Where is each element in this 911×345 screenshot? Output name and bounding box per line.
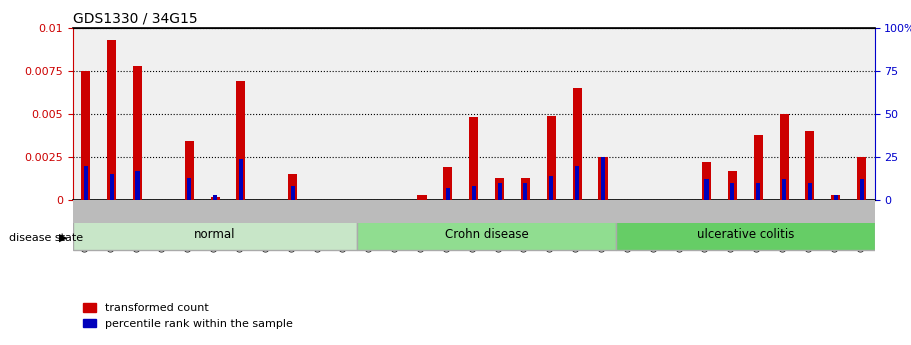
Bar — [136, 171, 139, 200]
Bar — [549, 176, 553, 200]
Bar — [239, 159, 243, 200]
Bar — [81, 71, 90, 200]
Bar — [417, 195, 426, 200]
Bar — [291, 186, 295, 200]
Bar — [601, 157, 605, 200]
Bar — [185, 141, 194, 200]
Bar — [188, 178, 191, 200]
FancyBboxPatch shape — [73, 200, 875, 223]
Bar — [469, 117, 478, 200]
Bar — [210, 197, 220, 200]
Bar — [753, 135, 763, 200]
Bar — [808, 183, 812, 200]
Bar — [497, 183, 502, 200]
Bar — [445, 188, 450, 200]
Bar — [834, 195, 838, 200]
Bar — [860, 179, 864, 200]
Text: ulcerative colitis: ulcerative colitis — [697, 228, 794, 241]
Bar — [573, 88, 582, 200]
Bar — [756, 183, 760, 200]
Bar — [857, 157, 866, 200]
Bar — [728, 171, 737, 200]
Bar — [288, 174, 297, 200]
Bar — [109, 174, 114, 200]
Text: normal: normal — [194, 228, 236, 241]
Bar — [575, 166, 579, 200]
Bar — [524, 183, 527, 200]
Bar — [805, 131, 814, 200]
Bar — [731, 183, 734, 200]
Bar — [782, 179, 786, 200]
Bar — [831, 195, 840, 200]
Bar — [599, 157, 608, 200]
Bar — [780, 114, 789, 200]
Text: Crohn disease: Crohn disease — [445, 228, 528, 241]
Bar — [107, 40, 117, 200]
Bar — [84, 166, 87, 200]
Bar — [704, 179, 709, 200]
Text: GDS1330 / 34G15: GDS1330 / 34G15 — [73, 11, 198, 25]
Bar — [547, 116, 556, 200]
FancyBboxPatch shape — [616, 219, 875, 250]
FancyBboxPatch shape — [357, 219, 616, 250]
Bar — [444, 167, 453, 200]
Bar — [237, 81, 245, 200]
Bar — [213, 195, 217, 200]
Bar — [472, 186, 476, 200]
FancyBboxPatch shape — [73, 219, 357, 250]
Legend: transformed count, percentile rank within the sample: transformed count, percentile rank withi… — [78, 299, 297, 334]
Bar — [495, 178, 504, 200]
Bar — [133, 66, 142, 200]
Bar — [521, 178, 530, 200]
Bar — [702, 162, 711, 200]
Text: disease state: disease state — [9, 233, 83, 243]
Text: ▶: ▶ — [59, 233, 67, 243]
